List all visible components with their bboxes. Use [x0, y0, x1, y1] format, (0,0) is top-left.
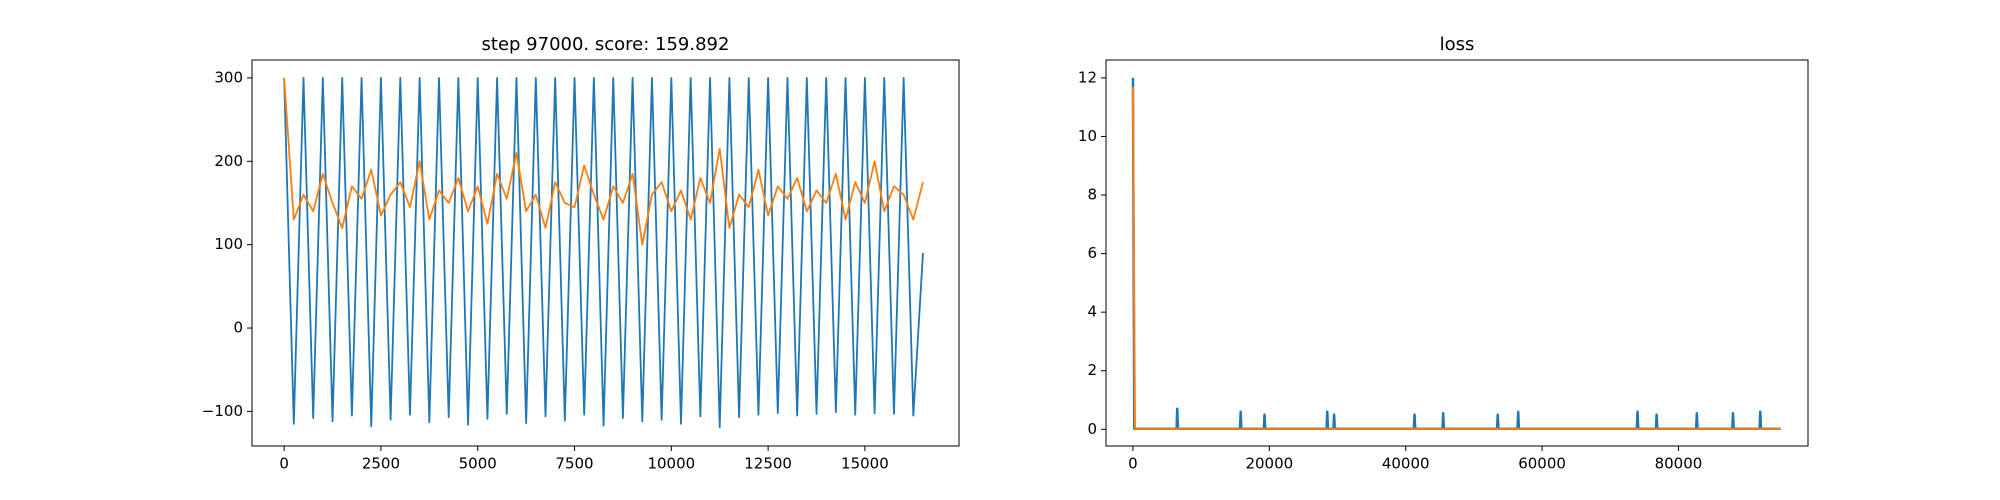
x-tick-label: 10000	[647, 455, 695, 473]
x-tick-label: 0	[279, 455, 289, 473]
y-tick-label: 4	[1087, 303, 1097, 321]
x-tick-label: 2500	[362, 455, 400, 473]
y-tick-label: 12	[1078, 68, 1097, 86]
x-tick-label: 5000	[459, 455, 497, 473]
x-tick-label: 40000	[1382, 455, 1430, 473]
x-tick-label: 80000	[1655, 455, 1703, 473]
line-series	[283, 77, 924, 246]
y-tick-label: 10	[1078, 127, 1097, 145]
y-tick-label: 2	[1087, 361, 1097, 379]
y-tick-label: 300	[214, 68, 243, 86]
y-tick-label: 8	[1087, 186, 1097, 204]
y-tick-label: −100	[202, 402, 243, 420]
line-series	[283, 77, 924, 429]
plot-area	[283, 77, 924, 429]
axes-frame	[251, 59, 960, 447]
y-tick-label: 100	[214, 235, 243, 253]
chart-title: loss	[1440, 34, 1475, 55]
y-tick-label: 0	[1087, 420, 1097, 438]
x-tick-label: 7500	[555, 455, 593, 473]
axes-frame	[1105, 59, 1809, 447]
subplot: loss 0 20000 40000 60000 80000 0 2 4 6 8 10 12	[1078, 34, 1809, 473]
plot-area	[1131, 77, 1781, 430]
x-tick-label: 12500	[744, 455, 792, 473]
x-tick-label: 0	[1128, 455, 1138, 473]
line-series	[1131, 77, 1781, 430]
line-series	[1131, 86, 1781, 430]
y-tick-label: 0	[233, 319, 243, 337]
x-tick-label: 60000	[1518, 455, 1566, 473]
y-tick-label: 6	[1087, 244, 1097, 262]
y-tick-label: 200	[214, 152, 243, 170]
x-tick-label: 15000	[841, 455, 889, 473]
chart-title: step 97000. score: 159.892	[482, 34, 730, 55]
x-tick-label: 20000	[1245, 455, 1293, 473]
subplot: step 97000. score: 159.892 0 2500 5000 7500 1…	[202, 34, 960, 473]
